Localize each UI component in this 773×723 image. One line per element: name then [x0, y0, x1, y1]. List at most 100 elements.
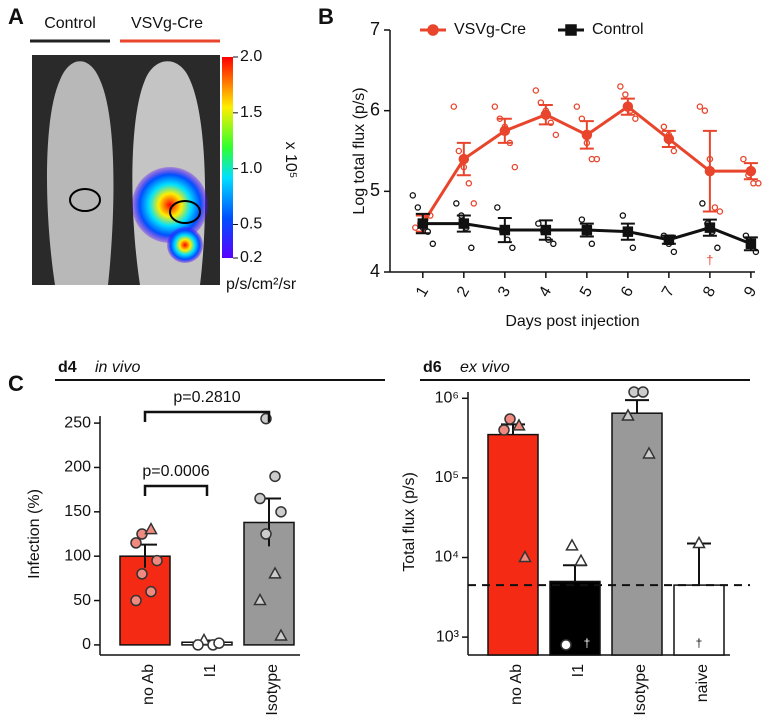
x-tick-label: 7 — [659, 284, 678, 300]
colorbar-label: p/s/cm²/sr — [226, 276, 297, 293]
point — [552, 131, 560, 139]
point — [632, 115, 639, 122]
point — [499, 125, 511, 137]
bar — [243, 521, 295, 646]
x-tick-label: I1 — [202, 664, 219, 677]
x-tick-label: 4 — [536, 284, 555, 300]
point — [253, 592, 267, 606]
y-tick-label: 250 — [64, 414, 91, 431]
point — [540, 224, 552, 236]
point — [540, 109, 552, 120]
point — [617, 83, 624, 90]
point — [213, 637, 225, 649]
point — [574, 553, 588, 566]
point — [274, 628, 288, 641]
point — [663, 133, 675, 145]
point — [621, 408, 635, 421]
tick-label: 1.5 — [240, 104, 262, 121]
point — [670, 147, 678, 155]
point — [498, 424, 510, 436]
point — [509, 244, 516, 252]
point — [755, 180, 762, 187]
point — [593, 155, 601, 163]
x-tick-label: 9 — [741, 284, 760, 300]
tick-label: 1.0 — [240, 160, 262, 177]
error-bar — [687, 542, 711, 586]
point — [663, 234, 675, 245]
tick-label: 2.0 — [240, 48, 262, 65]
annotation: † — [706, 252, 713, 267]
bar — [549, 580, 601, 656]
point — [275, 506, 287, 518]
point — [453, 200, 460, 207]
point — [145, 585, 157, 598]
point — [581, 129, 593, 141]
comparison-bracket — [143, 410, 271, 422]
point — [578, 216, 586, 223]
point — [458, 153, 470, 165]
point — [622, 91, 629, 98]
point — [745, 238, 757, 250]
condition-label: in vivo — [95, 359, 140, 376]
group-label: VSVg-Cre — [131, 15, 203, 32]
error-bar — [563, 564, 587, 582]
point — [532, 87, 540, 94]
point — [740, 155, 747, 163]
point — [268, 566, 282, 579]
point — [637, 386, 649, 398]
point — [714, 244, 721, 252]
point — [629, 244, 637, 252]
tick-label: 0.2 — [240, 249, 262, 266]
point — [622, 101, 634, 112]
y-tick-label: 100 — [64, 547, 91, 564]
y-tick-label: 10⁴ — [434, 549, 459, 566]
day-label: d6 — [423, 359, 442, 376]
point — [670, 248, 678, 256]
x-tick-label: 2 — [454, 284, 473, 300]
y-tick-label: 0 — [82, 636, 91, 653]
point — [269, 470, 281, 483]
point — [622, 226, 634, 237]
point — [704, 165, 716, 177]
bar — [673, 584, 725, 656]
point — [619, 212, 627, 219]
point — [192, 639, 204, 651]
annotation: † — [696, 636, 703, 650]
panel-label: C — [8, 371, 24, 396]
y-tick-label: 10⁶ — [435, 390, 459, 407]
y-tick-label: 50 — [73, 592, 91, 609]
y-axis-title: Infection (%) — [26, 489, 43, 579]
point — [745, 165, 757, 177]
point — [144, 522, 158, 535]
y-tick-label: 200 — [64, 459, 91, 476]
point — [414, 204, 422, 211]
x-tick-label: no Ab — [508, 664, 525, 705]
point — [130, 537, 142, 549]
point — [468, 244, 475, 252]
point — [130, 594, 142, 607]
y-axis-title: Log total flux (p/s) — [351, 87, 368, 214]
mouse-image — [32, 55, 220, 285]
point — [511, 163, 519, 171]
error-bar — [625, 399, 649, 414]
y-tick-label: 5 — [370, 180, 380, 200]
p-value: p=0.0006 — [142, 463, 209, 480]
point — [412, 224, 419, 231]
point — [409, 192, 417, 199]
legend-label: VSVg-Cre — [454, 21, 526, 38]
point — [588, 240, 596, 248]
y-tick-label: 4 — [370, 261, 380, 281]
point — [465, 180, 473, 187]
point — [417, 218, 429, 229]
point — [565, 24, 577, 36]
point — [550, 240, 557, 248]
point — [704, 222, 716, 233]
point — [427, 24, 439, 36]
unit-label: x 10⁵ — [282, 142, 299, 179]
x-tick-label: 3 — [495, 284, 514, 300]
x-tick-label: 6 — [618, 284, 637, 300]
point — [499, 224, 511, 236]
y-tick-label: 10³ — [436, 628, 460, 645]
point — [254, 492, 266, 505]
x-tick-label: naive — [694, 664, 711, 702]
